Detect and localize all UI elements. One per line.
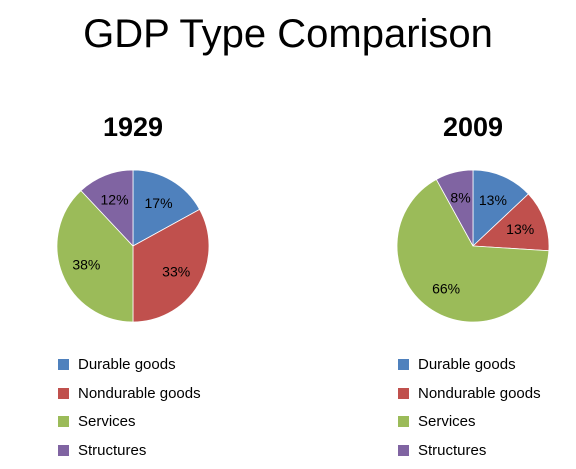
legend-1929: Durable goods Nondurable goods Services … (58, 350, 201, 465)
legend-item: Durable goods (398, 350, 541, 379)
legend-swatch-structures (58, 444, 69, 456)
legend-label: Nondurable goods (418, 384, 541, 402)
legend-item: Structures (398, 436, 541, 465)
legend-label: Durable goods (78, 355, 176, 373)
pie-slice-1929-nondurable (132, 208, 210, 323)
data-label-1929-durable: 17% (145, 195, 173, 211)
legend-swatch-durable (58, 358, 69, 370)
legend-label: Nondurable goods (78, 384, 201, 402)
data-label-2009-durable: 13% (479, 192, 507, 208)
pie-slice-2009-structures (435, 169, 474, 247)
chart-title-1929: 1929 (102, 112, 164, 142)
pie-slice-1929-durable (132, 169, 201, 247)
legend-item: Services (58, 407, 201, 436)
legend-label: Services (418, 413, 476, 431)
legend-item: Services (398, 407, 541, 436)
legend-swatch-nondurable (398, 387, 409, 399)
legend-item: Durable goods (58, 350, 201, 379)
pie-slice-2009-durable (472, 169, 529, 247)
legend-label: Structures (78, 441, 147, 459)
legend-label: Durable goods (418, 355, 516, 373)
legend-label: Services (78, 413, 136, 431)
legend-swatch-durable (398, 358, 409, 370)
data-label-2009-structures: 8% (450, 189, 470, 205)
legend-swatch-services (58, 416, 69, 428)
legend-item: Nondurable goods (398, 379, 541, 408)
legend-item: Structures (58, 436, 201, 465)
legend-swatch-services (398, 416, 409, 428)
legend-label: Structures (418, 441, 487, 459)
page-title: GDP Type Comparison (83, 12, 493, 56)
legend-swatch-structures (398, 444, 409, 456)
pie-slice-2009-services (396, 178, 550, 323)
chart-title-2009: 2009 (442, 112, 504, 142)
pie-slice-1929-services (56, 190, 134, 323)
pie-slice-2009-nondurable (472, 193, 550, 252)
data-label-2009-nondurable: 13% (506, 221, 534, 237)
data-label-1929-nondurable: 33% (162, 264, 190, 280)
data-label-2009-services: 66% (432, 280, 460, 296)
legend-2009: Durable goods Nondurable goods Services … (398, 350, 541, 465)
legend-swatch-nondurable (58, 387, 69, 399)
data-label-1929-services: 38% (72, 256, 100, 272)
pie-slice-1929-structures (80, 169, 134, 248)
data-label-1929-structures: 12% (101, 191, 129, 207)
legend-item: Nondurable goods (58, 379, 201, 408)
